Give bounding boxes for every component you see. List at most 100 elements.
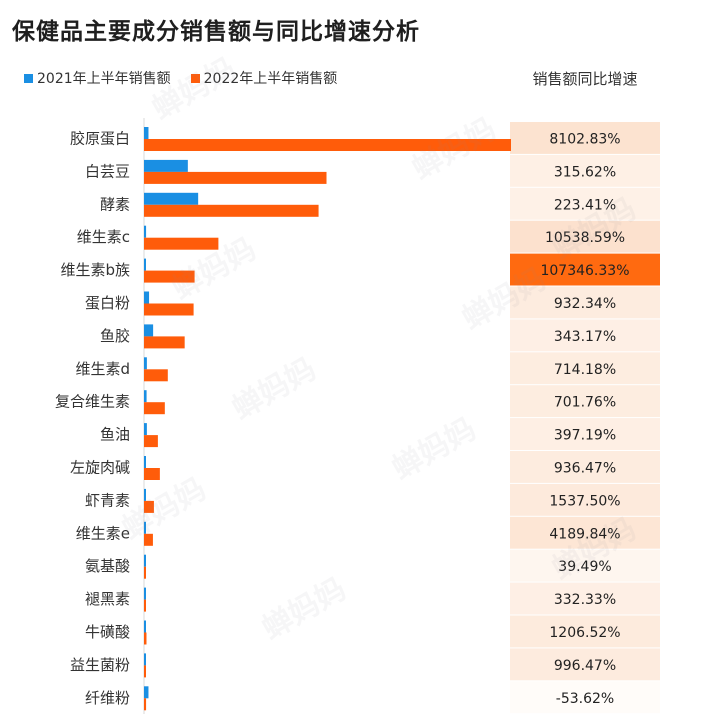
legend: 2021年上半年销售额 2022年上半年销售额 xyxy=(24,68,337,88)
legend-swatch-2021 xyxy=(24,73,33,83)
bar-2021 xyxy=(144,390,147,403)
watermark-text: 蝉妈妈 xyxy=(147,52,242,127)
growth-cell xyxy=(510,187,660,220)
bar-2022 xyxy=(144,369,168,382)
growth-label: -53.62% xyxy=(556,691,614,707)
bar-2022 xyxy=(144,402,165,415)
bar-2021 xyxy=(144,159,188,172)
growth-label: 996.47% xyxy=(554,658,616,674)
growth-label: 223.41% xyxy=(554,197,616,213)
bar-2022 xyxy=(144,500,154,513)
growth-label: 1537.50% xyxy=(549,493,620,509)
bar-2021 xyxy=(144,225,147,238)
bar-2021 xyxy=(144,686,149,699)
watermark-text: 蝉妈妈 xyxy=(117,472,212,547)
growth-label: 701.76% xyxy=(554,395,616,411)
bar-2021 xyxy=(144,192,199,205)
growth-cell xyxy=(510,385,660,418)
growth-label: 932.34% xyxy=(554,296,616,312)
bar-2022 xyxy=(144,665,146,678)
legend-label-2022: 2022年上半年销售额 xyxy=(203,71,338,87)
bar-2022 xyxy=(144,270,195,283)
growth-cell xyxy=(510,319,660,352)
bar-2021 xyxy=(144,554,146,567)
legend-item-2021: 2021年上半年销售额 xyxy=(24,68,171,88)
category-label: 牛磺酸 xyxy=(85,623,130,641)
growth-cell xyxy=(510,648,660,681)
growth-label: 39.49% xyxy=(558,559,611,575)
category-label: 蛋白粉 xyxy=(85,294,130,312)
bar-2022 xyxy=(144,303,194,316)
bar-2021 xyxy=(144,258,146,271)
growth-label: 4189.84% xyxy=(549,526,620,542)
bar-2022 xyxy=(144,632,147,645)
growth-label: 1206.52% xyxy=(549,625,620,641)
bar-2022 xyxy=(144,237,219,250)
growth-cell xyxy=(510,154,660,187)
legend-swatch-2022 xyxy=(190,73,200,83)
watermark-text: 蝉妈妈 xyxy=(387,412,482,487)
category-label: 维生素e xyxy=(76,524,130,542)
watermark-text: 蝉妈妈 xyxy=(227,352,322,427)
legend-label-2021: 2021年上半年销售额 xyxy=(37,71,171,87)
growth-label: 107346.33% xyxy=(540,263,629,279)
growth-cell xyxy=(510,582,660,615)
bar-2021 xyxy=(144,324,154,337)
category-label: 益生菌粉 xyxy=(70,656,130,674)
growth-cell xyxy=(510,615,660,648)
bar-2022 xyxy=(144,599,146,612)
bar-2021 xyxy=(144,653,146,666)
growth-cell xyxy=(510,516,660,549)
watermark-text: 蝉妈妈 xyxy=(407,112,502,187)
category-label: 褪黑素 xyxy=(85,590,130,608)
bar-2022 xyxy=(144,171,327,184)
bar-2022 xyxy=(144,204,319,217)
bar-2022 xyxy=(144,533,153,546)
growth-cell xyxy=(510,220,660,253)
bar-2021 xyxy=(144,423,147,436)
growth-cell xyxy=(510,549,660,582)
category-label: 复合维生素 xyxy=(55,393,130,411)
bar-2021 xyxy=(144,127,149,139)
growth-cell xyxy=(510,253,660,286)
category-label: 左旋肉碱 xyxy=(70,458,130,476)
bar-2021 xyxy=(144,587,146,600)
growth-label: 315.62% xyxy=(554,164,616,180)
category-label: 维生素d xyxy=(75,360,130,378)
growth-label: 397.19% xyxy=(554,428,616,444)
growth-cell xyxy=(510,286,660,319)
growth-label: 936.47% xyxy=(554,460,616,476)
bar-2021 xyxy=(144,620,146,633)
bar-2021 xyxy=(144,488,146,501)
category-label: 胶原蛋白 xyxy=(70,129,130,147)
bar-2022 xyxy=(144,468,160,480)
category-label: 鱼胶 xyxy=(100,327,130,345)
growth-label: 8102.83% xyxy=(549,131,620,147)
growth-cell xyxy=(510,681,660,714)
growth-cell xyxy=(510,451,660,483)
growth-cell xyxy=(510,483,660,516)
growth-label: 332.33% xyxy=(554,592,616,608)
bar-2021 xyxy=(144,456,146,468)
category-label: 维生素c xyxy=(77,228,130,246)
watermark-text: 蝉妈妈 xyxy=(257,572,352,647)
bar-2022 xyxy=(144,566,146,579)
bar-2021 xyxy=(144,357,147,370)
growth-label: 714.18% xyxy=(554,362,616,378)
category-label: 维生素b族 xyxy=(60,261,130,279)
category-label: 纤维粉 xyxy=(85,689,130,707)
bar-2022 xyxy=(144,139,511,151)
legend-item-2022: 2022年上半年销售额 xyxy=(190,68,338,88)
category-label: 鱼油 xyxy=(100,426,130,444)
growth-label: 343.17% xyxy=(554,329,616,345)
growth-column-header: 销售额同比增速 xyxy=(532,70,638,88)
bar-2022 xyxy=(144,435,158,448)
bar-2022 xyxy=(144,698,147,711)
bar-2022 xyxy=(144,336,185,349)
bar-2021 xyxy=(144,291,150,304)
chart-title: 保健品主要成分销售额与同比增速分析 xyxy=(12,19,420,45)
growth-cell xyxy=(510,122,660,154)
bar-2021 xyxy=(144,521,146,534)
growth-cell xyxy=(510,418,660,450)
